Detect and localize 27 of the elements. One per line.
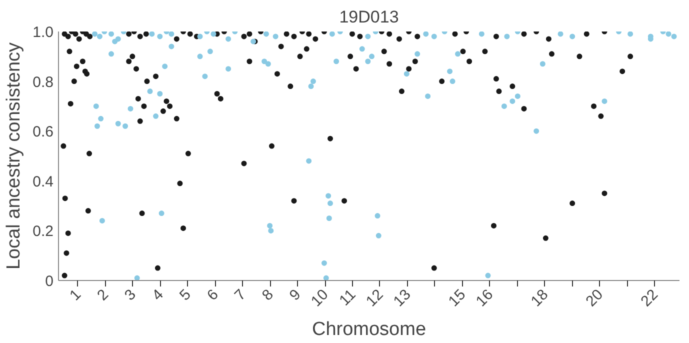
x-tick-label: 12 (362, 286, 387, 310)
x-tick-label: 11 (336, 286, 360, 310)
x-tick-label: 9 (286, 286, 304, 304)
x-tick-label: 6 (204, 286, 222, 304)
y-tick-label: 0.6 (32, 124, 54, 141)
y-tick-label: 0.2 (32, 223, 54, 240)
x-tick-label: 4 (148, 286, 167, 304)
x-tick-label: 1 (66, 286, 84, 304)
x-tick-label: 16 (472, 286, 497, 310)
x-axis-title: Chromosome (312, 319, 426, 340)
x-tick-label: 18 (528, 286, 552, 310)
x-tick-label: 13 (390, 286, 414, 310)
y-tick-label: 0.4 (32, 173, 54, 190)
x-tick-label: 8 (258, 286, 277, 304)
x-tick-label: 2 (94, 286, 112, 304)
y-tick-label: 0 (45, 273, 54, 290)
y-tick-label: 1.0 (32, 24, 54, 41)
x-tick-label: 3 (121, 286, 140, 304)
x-tick-label: 10 (308, 286, 332, 310)
chart-title: 19D013 (339, 8, 399, 26)
x-tick-label: 5 (176, 286, 194, 304)
x-tick-label: 22 (638, 286, 662, 310)
x-tick-label: 20 (582, 286, 607, 310)
y-axis-title: Local ancestry consistency (4, 42, 25, 270)
x-tick-label: 7 (231, 286, 250, 304)
x-tick-label: 15 (445, 286, 470, 310)
y-tick-label: 0.8 (32, 74, 54, 91)
